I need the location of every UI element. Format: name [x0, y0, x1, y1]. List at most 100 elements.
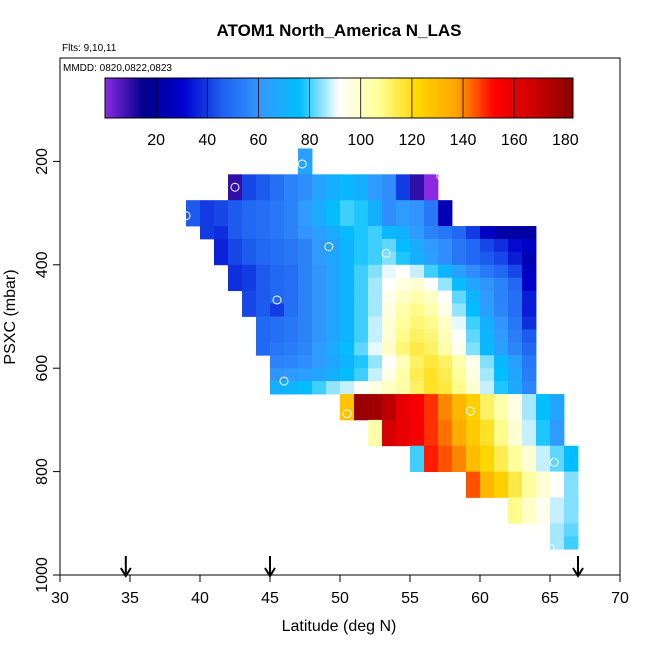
- heatmap-cell: [396, 419, 411, 434]
- colorbar-segment: [467, 78, 471, 118]
- heatmap-cell: [256, 277, 271, 292]
- colorbar-segment: [568, 78, 572, 118]
- colorbar-segment: [385, 78, 389, 118]
- colorbar-segment: [502, 78, 506, 118]
- colorbar-segment: [296, 78, 300, 118]
- heatmap-cell: [312, 226, 327, 240]
- heatmap-cell: [494, 406, 509, 421]
- heatmap-cell: [270, 316, 285, 330]
- colorbar-segment: [336, 78, 340, 118]
- heatmap-cell: [354, 238, 369, 253]
- heatmap-cell: [228, 200, 243, 214]
- colorbar-segment: [156, 78, 160, 118]
- heatmap-cell: [368, 394, 383, 408]
- heatmap-cell: [424, 394, 439, 408]
- heatmap-cell: [522, 226, 537, 240]
- heatmap-cell: [256, 342, 271, 356]
- colorbar-segment: [544, 78, 548, 118]
- colorbar-segment: [540, 78, 544, 118]
- heatmap-cell: [438, 264, 453, 279]
- heatmap-cell: [298, 187, 313, 201]
- heatmap-cell: [494, 419, 509, 434]
- colorbar-segment: [446, 78, 450, 118]
- heatmap-cell: [368, 251, 383, 266]
- heatmap-cell: [340, 381, 355, 395]
- colorbar-segment: [371, 78, 375, 118]
- heatmap-cell: [480, 329, 495, 343]
- heatmap-cell: [270, 200, 285, 214]
- heatmap-cell: [508, 497, 523, 511]
- colorbar-segment: [495, 78, 499, 118]
- heatmap-cell: [312, 342, 327, 356]
- heatmap-cell: [214, 213, 229, 227]
- flight-marker: [549, 457, 559, 467]
- colorbar-segment: [219, 78, 223, 118]
- colorbar-segment: [367, 78, 370, 118]
- heatmap-cell: [438, 355, 453, 369]
- heatmap-cell: [326, 368, 341, 382]
- heatmap-cell: [452, 432, 467, 447]
- heatmap-cell: [480, 303, 495, 317]
- heatmap-cell: [340, 174, 355, 188]
- heatmap-cell: [354, 329, 369, 343]
- colorbar-segment: [551, 78, 555, 118]
- colorbar-segment: [214, 78, 218, 118]
- colorbar-segment: [175, 78, 179, 118]
- heatmap-cell: [522, 264, 537, 279]
- heatmap-cell: [326, 251, 341, 266]
- heatmap-cell: [382, 251, 397, 266]
- heatmap-cell: [396, 213, 411, 227]
- heatmap-cell: [466, 381, 481, 395]
- heatmap-cell: [270, 251, 285, 266]
- heatmap-cell: [494, 226, 509, 240]
- heatmap-cell: [368, 432, 383, 447]
- heatmap-cell: [368, 187, 383, 201]
- heatmap-cell: [312, 290, 327, 304]
- heatmap-cell: [508, 290, 523, 304]
- heatmap-cell: [424, 251, 439, 266]
- colorbar-segment: [353, 78, 356, 118]
- colorbar-segment: [472, 78, 476, 118]
- heatmap-cell: [340, 406, 355, 421]
- heatmap-cell: [396, 264, 411, 279]
- colorbar-segment: [395, 78, 398, 118]
- heatmap-cell: [284, 264, 299, 279]
- heatmap-cell: [508, 458, 523, 473]
- heatmap-cell: [564, 497, 579, 511]
- heatmap-cell: [564, 510, 579, 524]
- colorbar-segment: [287, 78, 291, 118]
- colorbar-segment: [282, 78, 286, 118]
- heatmap-cell: [396, 174, 411, 188]
- colorbar-segment: [200, 78, 204, 118]
- heatmap-cell: [494, 329, 509, 343]
- heatmap-cell: [424, 213, 439, 227]
- heatmap-cell: [354, 251, 369, 266]
- heatmap-cell: [284, 187, 299, 201]
- heatmap-cell: [424, 432, 439, 447]
- colorbar-segment: [521, 78, 525, 118]
- colorbar-segment: [341, 78, 345, 118]
- heatmap-cell: [494, 445, 509, 460]
- heatmap-cell: [340, 277, 355, 292]
- heatmap-cell: [536, 406, 551, 421]
- flight-arrow: [264, 556, 276, 578]
- heatmap-cell: [326, 290, 341, 304]
- heatmap-cell: [340, 290, 355, 304]
- colorbar-segment: [317, 78, 321, 118]
- heatmap-cell: [354, 394, 369, 408]
- heatmap-cell: [396, 368, 411, 382]
- heatmap-cell: [256, 200, 271, 214]
- colorbar-segment: [339, 78, 342, 118]
- colorbar-segment: [268, 78, 272, 118]
- heatmap-cell: [284, 342, 299, 356]
- colorbar-segment: [236, 78, 239, 118]
- heatmap-cell: [256, 290, 271, 304]
- colorbar-segment: [308, 78, 312, 118]
- colorbar-segment: [217, 78, 221, 118]
- colorbar-segment: [191, 78, 195, 118]
- flight-markers: [181, 159, 569, 553]
- heatmap-cell: [382, 238, 397, 253]
- colorbar-frame: [104, 77, 574, 119]
- heatmap-cell: [452, 316, 467, 330]
- heatmap-cell: [452, 445, 467, 460]
